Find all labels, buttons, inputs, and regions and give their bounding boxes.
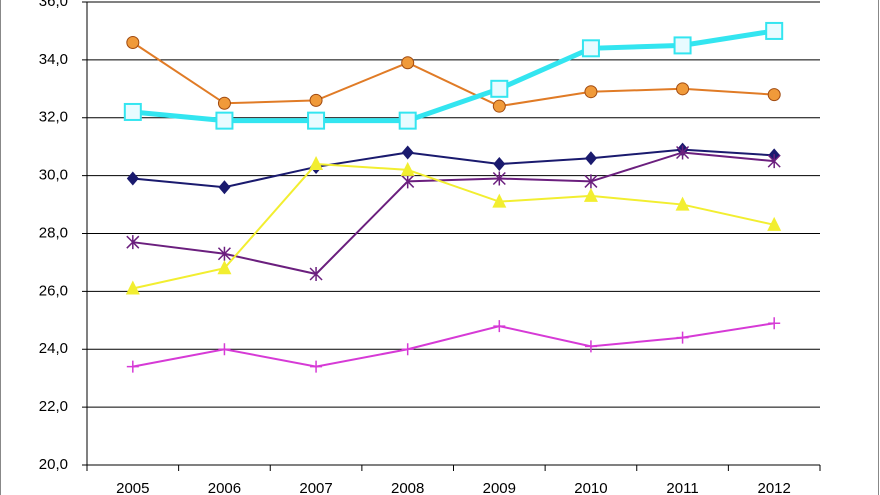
y-tick-label: 26,0 <box>39 282 68 299</box>
marker <box>125 280 140 295</box>
marker <box>400 161 415 176</box>
y-tick-label: 20,0 <box>39 456 68 473</box>
marker <box>492 99 506 113</box>
marker <box>767 216 782 231</box>
marker <box>217 246 231 261</box>
series-line <box>132 322 775 368</box>
marker <box>217 260 232 275</box>
series-line <box>132 148 775 189</box>
marker <box>584 174 598 189</box>
marker <box>307 111 326 130</box>
marker <box>583 187 598 202</box>
marker <box>676 145 690 160</box>
marker <box>309 267 323 282</box>
marker <box>581 39 600 58</box>
marker <box>401 174 415 189</box>
marker <box>676 82 690 96</box>
x-tick-label: 2005 <box>116 480 149 495</box>
marker <box>218 343 231 356</box>
marker <box>401 145 414 160</box>
marker <box>398 111 417 130</box>
marker <box>309 156 324 171</box>
marker <box>673 36 692 55</box>
marker <box>215 111 234 130</box>
marker <box>126 36 140 50</box>
marker <box>401 343 414 356</box>
y-tick-label: 30,0 <box>39 167 68 184</box>
marker <box>492 171 506 186</box>
marker <box>492 193 507 208</box>
marker <box>768 317 781 330</box>
marker <box>309 93 323 107</box>
marker <box>217 96 231 110</box>
marker <box>123 102 142 121</box>
marker <box>675 196 690 211</box>
series-line <box>132 28 775 124</box>
marker <box>310 360 323 373</box>
marker <box>765 21 784 40</box>
y-tick-label: 32,0 <box>39 109 68 126</box>
marker <box>676 331 689 344</box>
y-tick-label: 36,0 <box>39 0 68 10</box>
marker <box>401 56 415 70</box>
series-line <box>132 41 775 108</box>
marker <box>126 171 139 186</box>
y-tick-label: 22,0 <box>39 398 68 415</box>
marker <box>767 154 781 169</box>
marker <box>218 180 231 195</box>
x-tick-label: 2009 <box>483 480 516 495</box>
y-tick-label: 28,0 <box>39 224 68 241</box>
marker <box>493 320 506 333</box>
marker <box>584 85 598 99</box>
marker <box>584 151 597 166</box>
x-tick-label: 2008 <box>391 480 424 495</box>
marker <box>584 340 597 353</box>
y-tick-label: 24,0 <box>39 340 68 357</box>
series-line <box>132 151 775 276</box>
y-tick-label: 34,0 <box>39 51 68 68</box>
x-tick-label: 2007 <box>299 480 332 495</box>
series-line <box>132 163 775 290</box>
x-tick-label: 2011 <box>666 480 698 495</box>
marker <box>126 235 140 250</box>
x-tick-label: 2006 <box>208 480 241 495</box>
marker <box>493 157 506 172</box>
x-tick-label: 2012 <box>758 480 791 495</box>
marker <box>490 79 509 98</box>
x-tick-label: 2010 <box>574 480 607 495</box>
marker <box>767 88 781 102</box>
marker <box>126 360 139 373</box>
